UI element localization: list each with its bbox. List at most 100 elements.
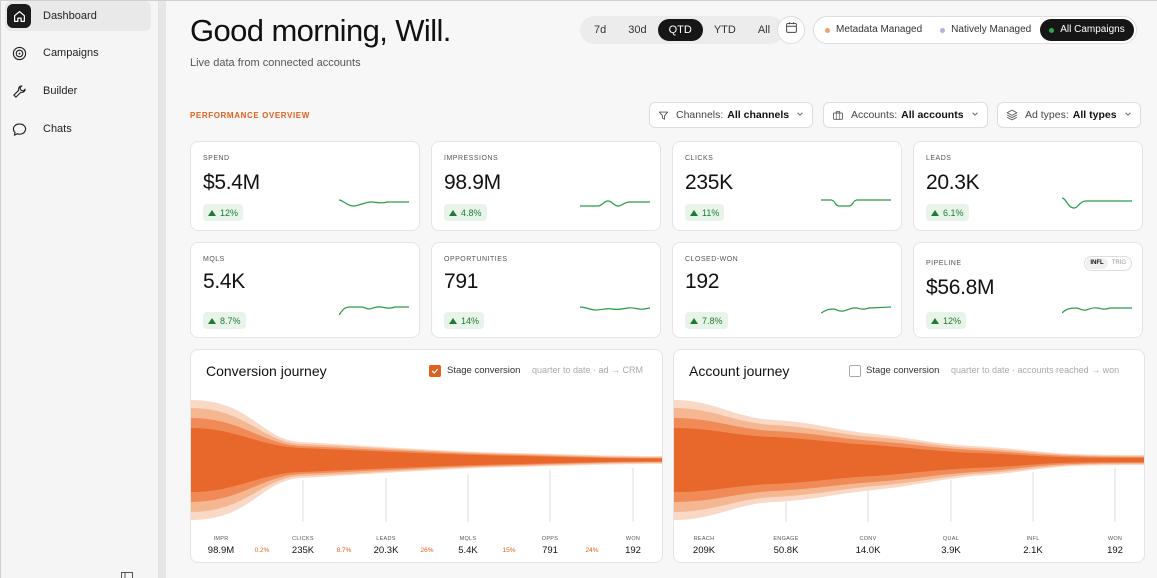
conversion-flow-chart xyxy=(191,400,662,522)
filter-value: All channels xyxy=(727,109,790,121)
sidebar-collapse-icon[interactable] xyxy=(121,569,133,578)
chevron-down-icon xyxy=(1124,109,1132,121)
panel-note: quarter to date · ad → CRM xyxy=(532,365,644,375)
kpi-change: 4.8% xyxy=(461,207,482,218)
briefcase-icon xyxy=(832,110,844,121)
range-7d-button[interactable]: 7d xyxy=(594,24,607,36)
stage-qual: QUAL 3.9K xyxy=(926,536,976,556)
filter-label: Channels: xyxy=(676,109,724,121)
home-icon xyxy=(7,4,31,28)
up-arrow-icon xyxy=(208,317,216,324)
stage-leads: LEADS 20.3K xyxy=(361,536,411,556)
chevron-down-icon xyxy=(796,109,804,121)
kpi-card-mqls[interactable]: MQLS 5.4K 8.7% xyxy=(190,242,420,338)
conversion-rate: 15% xyxy=(502,547,516,554)
all-dot-icon xyxy=(1049,27,1055,33)
kpi-card-leads[interactable]: LEADS 20.3K 6.1% xyxy=(913,141,1143,231)
sparkline xyxy=(580,306,650,311)
kpi-card-closed-won[interactable]: CLOSED-WON 192 7.8% xyxy=(672,242,902,338)
stage-value: 50.8K xyxy=(773,545,799,556)
kpi-change-badge: 12% xyxy=(926,312,967,329)
kpi-change-badge: 6.1% xyxy=(926,204,969,221)
panel-title: Conversion journey xyxy=(206,363,327,379)
sidebar-item-dashboard[interactable]: Dashboard xyxy=(5,1,151,31)
metadata-managed-label: Metadata Managed xyxy=(836,24,923,35)
filter-label: Accounts: xyxy=(851,109,898,121)
page-title: Good morning, Will. xyxy=(190,13,451,48)
all-campaigns-label: All Campaigns xyxy=(1060,24,1125,35)
kpi-label: PIPELINE xyxy=(926,260,962,267)
stage-value: 14.0K xyxy=(855,545,881,556)
kpi-change-badge: 11% xyxy=(685,204,725,221)
range-all-button[interactable]: All xyxy=(757,24,771,36)
stage-infl: INFL 2.1K xyxy=(1008,536,1058,556)
date-range-selector: 7d 30d QTD YTD All xyxy=(580,16,785,44)
channels-filter[interactable]: Channels: All channels xyxy=(649,102,814,128)
target-icon xyxy=(7,41,31,65)
check-icon xyxy=(431,368,439,374)
up-arrow-icon xyxy=(931,317,939,324)
kpi-card-opportunities[interactable]: OPPORTUNITIES 791 14% xyxy=(431,242,661,338)
conversion-rate: 26% xyxy=(420,547,434,554)
natively-managed-label: Natively Managed xyxy=(951,24,1032,35)
main-content: Good morning, Will. Live data from conne… xyxy=(166,1,1157,578)
kpi-card-impressions[interactable]: IMPRESSIONS 98.9M 4.8% xyxy=(431,141,661,231)
stage-value: 235K xyxy=(291,545,315,556)
range-30d-button[interactable]: 30d xyxy=(628,24,647,36)
sidebar-item-builder[interactable]: Builder xyxy=(5,76,151,106)
stage-conversion-checkbox[interactable] xyxy=(849,365,861,377)
stage-label: QUAL xyxy=(942,536,960,542)
all-campaigns-button[interactable]: All Campaigns xyxy=(1040,19,1134,41)
pipeline-attribution-toggle[interactable]: INFL TRIG xyxy=(1084,256,1132,271)
stage-conversion-checkbox[interactable] xyxy=(429,365,441,377)
calendar-button[interactable] xyxy=(777,16,805,44)
kpi-change-badge: 7.8% xyxy=(685,312,728,329)
accounts-filter[interactable]: Accounts: All accounts xyxy=(823,102,988,128)
kpi-value: 235K xyxy=(685,171,733,194)
stage-conversion-label: Stage conversion xyxy=(866,365,940,376)
ad-types-filter[interactable]: Ad types: All types xyxy=(997,102,1141,128)
kpi-change: 12% xyxy=(943,315,962,326)
kpi-change: 12% xyxy=(220,207,239,218)
kpi-change-badge: 8.7% xyxy=(203,312,246,329)
range-qtd-button[interactable]: QTD xyxy=(657,19,703,41)
conversion-journey-panel: Conversion journey Stage conversion quar… xyxy=(190,349,663,563)
up-arrow-icon xyxy=(449,209,457,216)
filter-label: Ad types: xyxy=(1025,109,1069,121)
kpi-card-pipeline[interactable]: PIPELINE INFL TRIG $56.8M 12% xyxy=(913,242,1143,338)
stage-label: OPPS xyxy=(541,536,559,542)
toggle-trig[interactable]: TRIG xyxy=(1111,260,1126,266)
sidebar-item-campaigns[interactable]: Campaigns xyxy=(5,38,151,68)
natively-managed-button[interactable]: Natively Managed xyxy=(931,19,1040,41)
account-journey-panel: Account journey Stage conversion quarter… xyxy=(673,349,1145,563)
kpi-change: 6.1% xyxy=(943,207,964,218)
sparkline xyxy=(821,306,891,314)
up-arrow-icon xyxy=(690,317,698,324)
sidebar-item-chats[interactable]: Chats xyxy=(5,114,151,144)
kpi-change: 11% xyxy=(702,207,720,218)
page-subtitle: Live data from connected accounts xyxy=(190,57,361,69)
panel-title: Account journey xyxy=(689,363,790,379)
native-dot-icon xyxy=(940,27,946,33)
section-label: PERFORMANCE OVERVIEW xyxy=(190,111,310,120)
kpi-change-badge: 12% xyxy=(203,204,244,221)
metadata-managed-button[interactable]: Metadata Managed xyxy=(816,19,931,41)
stage-value: 2.1K xyxy=(1023,545,1043,556)
stage-label: WON xyxy=(625,536,641,542)
stage-value: 209K xyxy=(692,545,716,556)
kpi-card-spend[interactable]: SPEND $5.4M 12% xyxy=(190,141,420,231)
sparkline xyxy=(339,199,409,207)
kpi-value: 98.9M xyxy=(444,171,501,194)
stage-opps: OPPS 791 xyxy=(525,536,575,556)
stage-label: WON xyxy=(1107,536,1123,542)
kpi-card-clicks[interactable]: CLICKS 235K 11% xyxy=(672,141,902,231)
stage-conversion-label: Stage conversion xyxy=(447,365,521,376)
conversion-rate: 8.7% xyxy=(336,547,352,554)
kpi-change: 7.8% xyxy=(702,315,723,326)
kpi-change-badge: 4.8% xyxy=(444,204,487,221)
toggle-infl[interactable]: INFL xyxy=(1086,258,1108,269)
range-ytd-button[interactable]: YTD xyxy=(713,24,736,36)
stage-label: ENGAGE xyxy=(773,536,799,542)
stage-label: INFL xyxy=(1026,536,1040,542)
kpi-label: SPEND xyxy=(203,155,230,162)
